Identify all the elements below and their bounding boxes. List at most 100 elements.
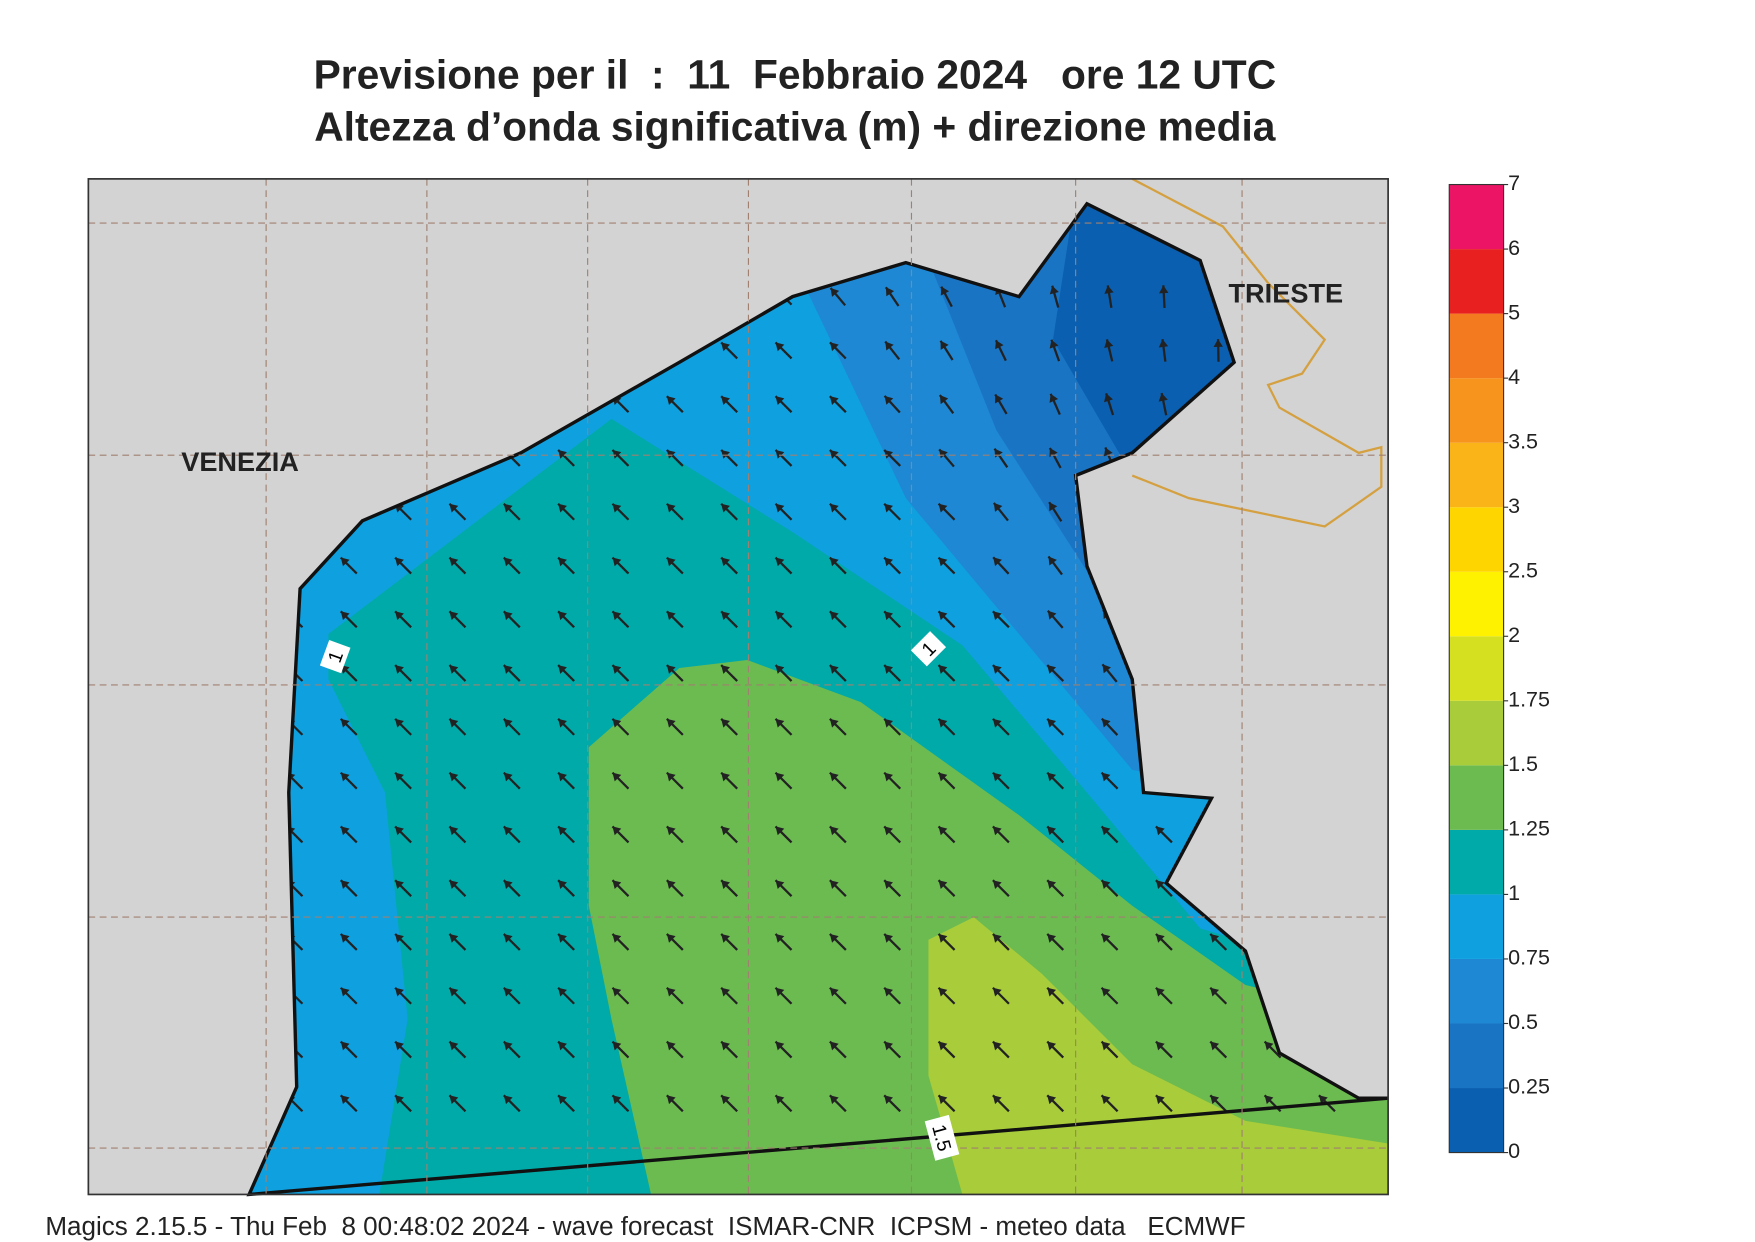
tick-label: 2.5 [1508, 558, 1538, 582]
tick-label: 3 [1508, 494, 1520, 518]
arrow-head [1047, 610, 1057, 620]
colorbar-segment [1449, 249, 1504, 314]
arrow-head [992, 1095, 1002, 1105]
arrow-head [884, 933, 894, 943]
arrow-head [612, 772, 622, 782]
tick-label: 1.5 [1508, 752, 1538, 776]
arrow-head [992, 772, 1002, 782]
arrow-head [449, 1041, 459, 1051]
arrow-head [775, 933, 785, 943]
arrow-head [829, 718, 839, 728]
arrow-head [721, 503, 730, 513]
arrow-head [558, 933, 567, 943]
arrow-head [612, 503, 622, 513]
arrow-head [395, 611, 404, 621]
arrow-head [775, 503, 785, 513]
arrow-head [558, 772, 567, 782]
arrow-head [340, 772, 350, 782]
arrow-head [666, 987, 676, 997]
band [588, 660, 1389, 1195]
arrow-head [558, 718, 567, 728]
colorbar: 0 0.25 0.5 0.75 1 1.25 1.5 1.75 2 2.5 3 3.5 4 5 6 7 [1448, 171, 1550, 1163]
tick-label: 7 [1508, 171, 1520, 195]
arrow-head [721, 1095, 730, 1105]
arrow-head [449, 665, 459, 674]
arrow-head [666, 1095, 676, 1105]
arrow-head [1159, 285, 1169, 294]
footer: Magics 2.15.5 - Thu Feb 8 00:48:02 2024 … [45, 1211, 1245, 1241]
arrow-head [884, 557, 894, 567]
place-label: VENEZIA [181, 446, 299, 477]
arrow-head [721, 557, 730, 567]
arrow-head [395, 772, 404, 782]
arrow-head [1103, 447, 1113, 457]
arrow-head [721, 718, 730, 728]
arrow-head [1047, 718, 1057, 728]
arrow-head [1155, 1041, 1165, 1051]
arrow-head [1101, 718, 1111, 728]
arrow-head [449, 1095, 459, 1105]
arrow-head [1047, 933, 1057, 943]
arrow-head [884, 826, 894, 836]
arrow-head [1101, 826, 1111, 836]
arrow-head [503, 557, 513, 567]
arrow-head [1049, 502, 1058, 512]
arrow-head [775, 342, 785, 352]
arrow-head [1155, 987, 1165, 997]
arrow-head [1047, 772, 1057, 782]
arrow-head [829, 557, 839, 567]
arrow-head [829, 665, 839, 674]
arrow-head [503, 503, 513, 513]
arrow-head [503, 772, 513, 782]
arrow-head [884, 449, 894, 459]
tick-label: 1 [1508, 881, 1520, 905]
arrow-head [829, 933, 839, 943]
arrow-head [1049, 393, 1059, 403]
arrow-head [340, 718, 350, 728]
arrow-head [1047, 880, 1057, 889]
arrow-head [666, 503, 676, 513]
arrow-head [993, 502, 1003, 512]
arrow-head [884, 611, 894, 621]
arrow-head [992, 611, 1002, 621]
arrow-head [1047, 665, 1057, 674]
arrow-head [449, 503, 459, 513]
arrow-head [829, 396, 839, 405]
arrow-head [992, 933, 1002, 943]
arrow-head [1264, 1095, 1274, 1105]
arrow-head [340, 880, 350, 889]
arrow-head [395, 933, 404, 943]
arrow-head [1101, 880, 1111, 889]
arrow-head [938, 987, 948, 997]
arrow-head [558, 880, 567, 889]
arrow-head [721, 772, 730, 782]
arrow-head [1101, 1041, 1111, 1051]
arrow-head [1047, 826, 1057, 836]
arrow-head [830, 287, 840, 297]
arrow-head [1155, 933, 1165, 943]
arrow-head [775, 449, 785, 459]
arrow-head [939, 395, 949, 405]
arrow-head [666, 396, 676, 405]
arrow-head [884, 503, 894, 513]
colorbar-segment [1449, 829, 1504, 895]
tick-label: 0.5 [1508, 1010, 1538, 1034]
arrow-head [395, 880, 404, 889]
arrow-head [395, 1095, 404, 1105]
arrow-head [1104, 393, 1113, 403]
arrow-head [395, 557, 404, 567]
arrow-head [885, 287, 895, 297]
arrow-head [558, 987, 567, 997]
arrow-head [503, 987, 513, 997]
arrow-head [884, 772, 894, 782]
tick-label: 4 [1508, 365, 1520, 389]
arrow-head [612, 987, 622, 997]
colorbar-segment [1449, 894, 1504, 959]
arrow-head [1047, 987, 1057, 997]
arrow-head [612, 1041, 622, 1051]
colorbar-segment [1449, 700, 1504, 766]
arrow-head [612, 933, 622, 943]
arrow-head [1049, 285, 1059, 295]
arrow-head [829, 1095, 839, 1105]
